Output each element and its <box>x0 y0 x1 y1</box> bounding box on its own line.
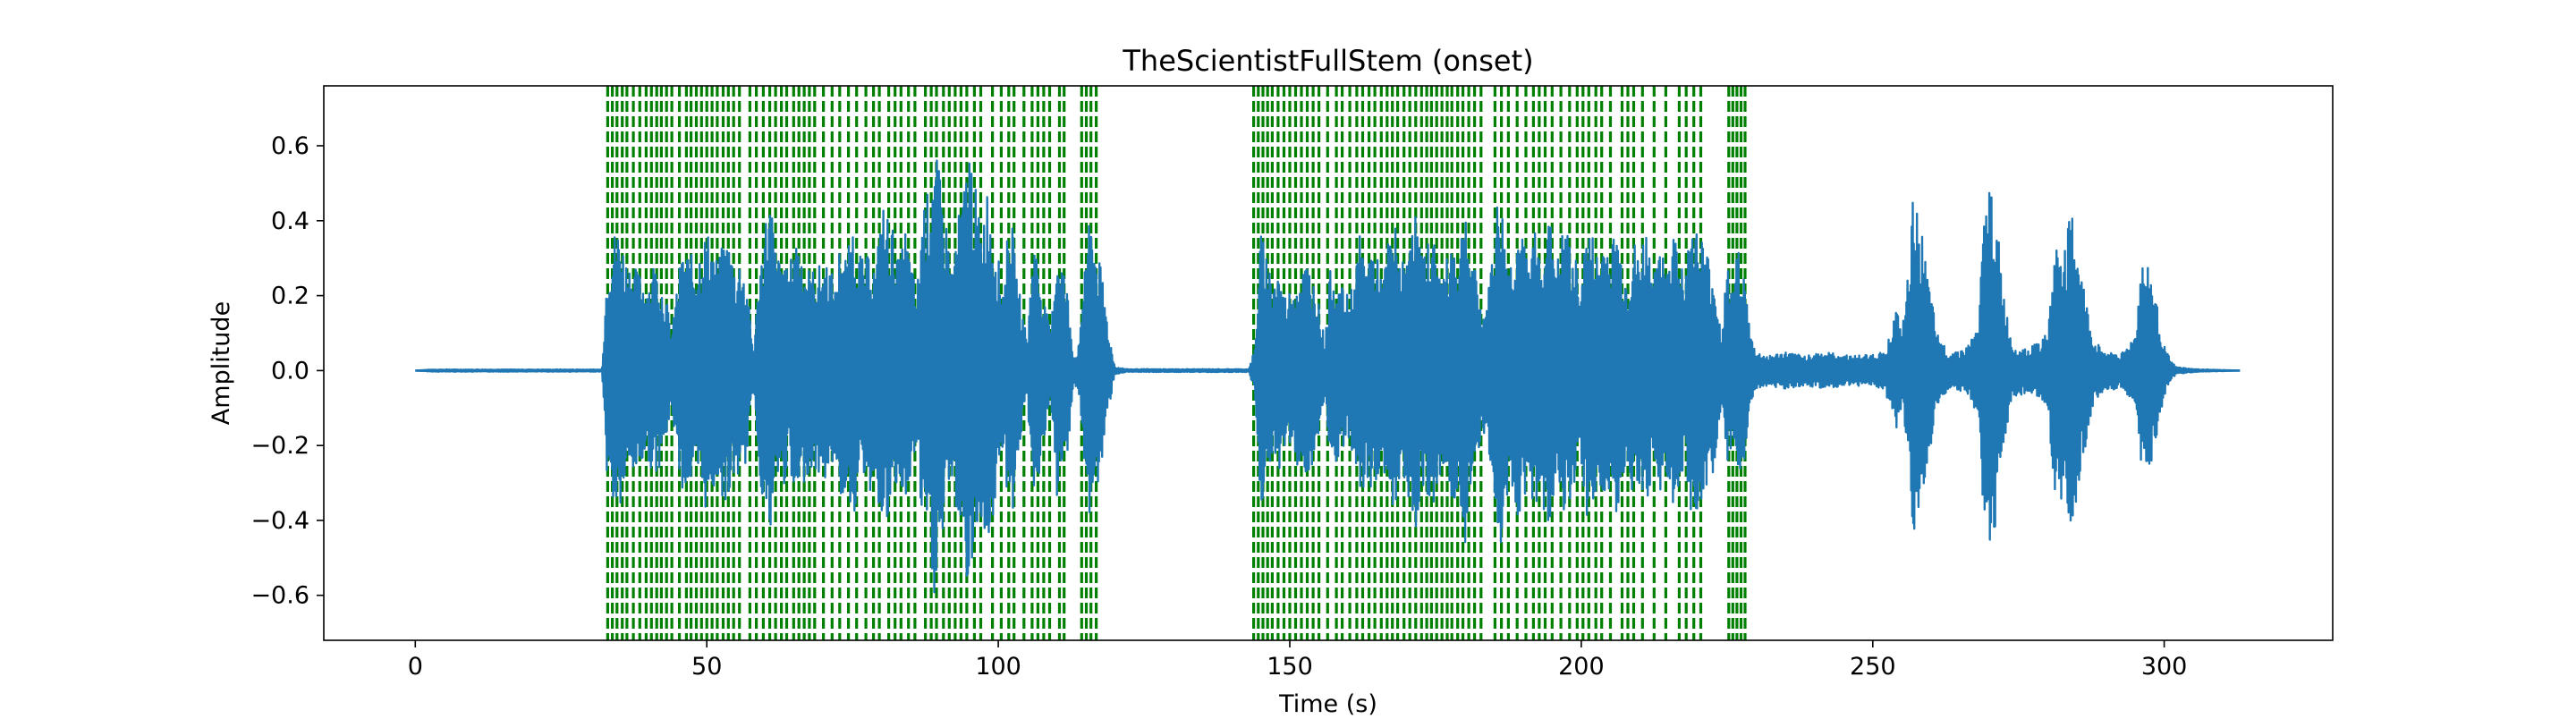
x-axis-label: Time (s) <box>1278 690 1377 715</box>
waveform-line <box>414 159 2241 594</box>
y-tick-label--0.4: −0.4 <box>250 507 309 535</box>
y-axis-label: Amplitude <box>208 301 235 425</box>
x-tick-label-100: 100 <box>975 653 1021 681</box>
x-tick-label-50: 50 <box>691 653 722 681</box>
y-tick-label-0: 0.0 <box>271 357 309 385</box>
chart-title: TheScientistFullStem (onset) <box>1122 44 1533 78</box>
x-tick-label-150: 150 <box>1267 653 1313 681</box>
y-axis-ticks: −0.6 −0.4 −0.2 0.0 0.2 0.4 0.6 <box>250 132 324 610</box>
x-axis-ticks: 0 50 100 150 200 250 300 <box>408 640 2188 681</box>
y-tick-label-0.6: 0.6 <box>271 132 309 160</box>
y-tick-label--0.2: −0.2 <box>250 432 309 460</box>
y-tick-label-0.4: 0.4 <box>271 207 309 235</box>
x-tick-label-0: 0 <box>408 653 423 681</box>
y-tick-label--0.6: −0.6 <box>250 582 309 610</box>
x-tick-label-200: 200 <box>1558 653 1605 681</box>
x-tick-label-250: 250 <box>1850 653 1896 681</box>
x-tick-label-300: 300 <box>2141 653 2188 681</box>
y-tick-label-0.2: 0.2 <box>271 283 309 310</box>
waveform-layer <box>414 159 2241 594</box>
axes-frame <box>323 85 2334 641</box>
